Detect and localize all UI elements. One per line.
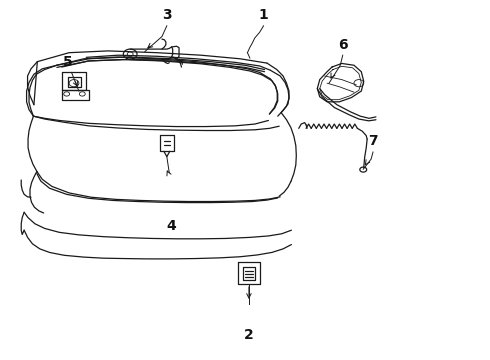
Text: 4: 4 — [167, 219, 176, 233]
Text: 5: 5 — [63, 55, 73, 69]
Text: 2: 2 — [244, 328, 254, 342]
Text: 1: 1 — [259, 8, 269, 22]
Text: 3: 3 — [162, 8, 171, 22]
Text: 7: 7 — [368, 134, 378, 148]
Text: 6: 6 — [338, 37, 347, 51]
